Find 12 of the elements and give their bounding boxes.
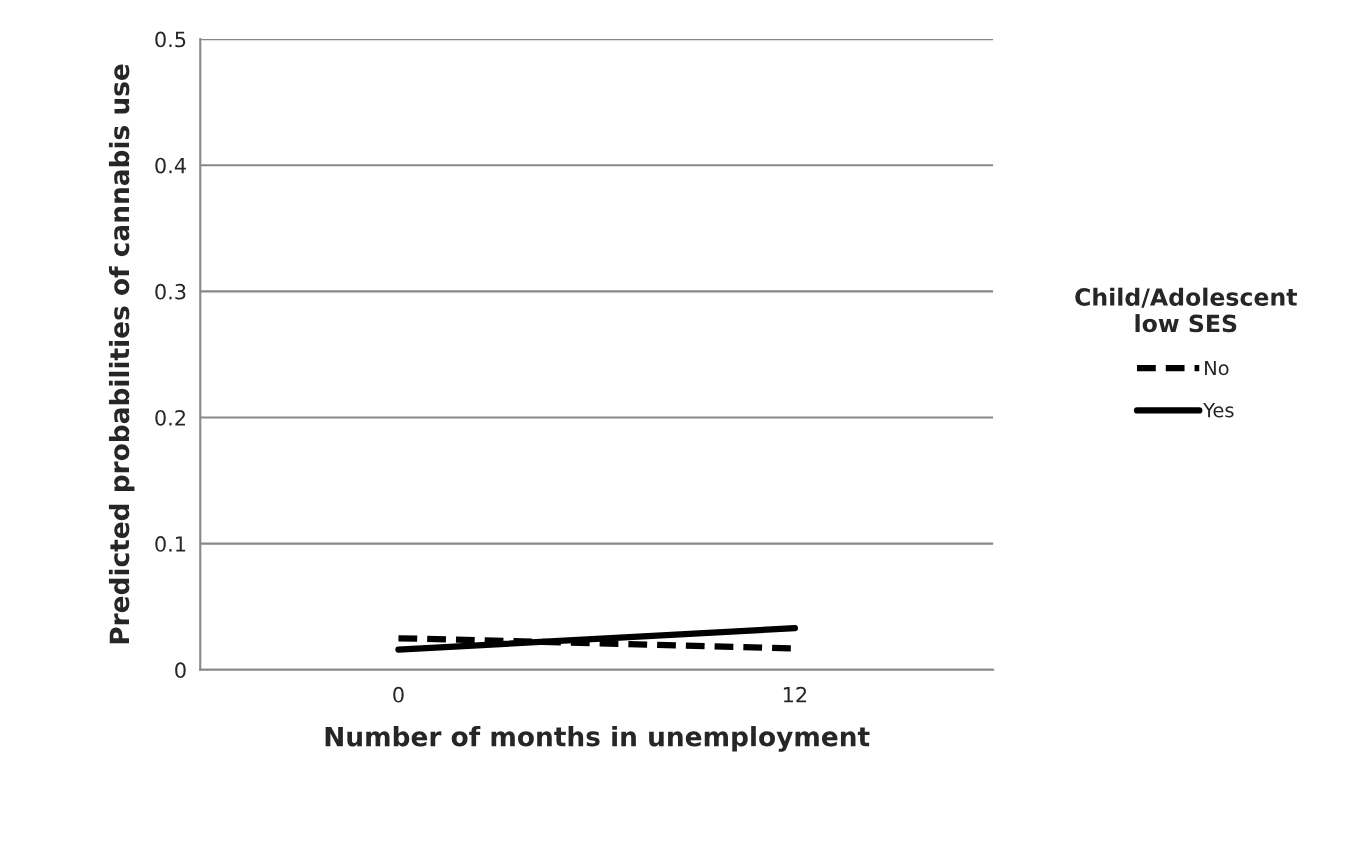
y-tick-label: 0.5 [155, 31, 186, 48]
y-tick-label: 0.1 [155, 536, 186, 552]
legend-label: Yes [1203, 403, 1234, 418]
legend-label: No [1205, 360, 1229, 376]
x-axis-title: Number of months in unemployment [325, 726, 870, 752]
x-tick-label: 12 [783, 686, 807, 703]
legend-title: Child/Adolescent low SES [1075, 287, 1297, 333]
y-tick-label: 0.2 [155, 409, 185, 426]
y-tick-label: 0.3 [155, 283, 186, 300]
y-tick-label: 0 [175, 662, 186, 679]
y-axis-title: Predicted probabilities of cannabis use [108, 64, 135, 644]
y-tick-label: 0.4 [155, 157, 186, 174]
